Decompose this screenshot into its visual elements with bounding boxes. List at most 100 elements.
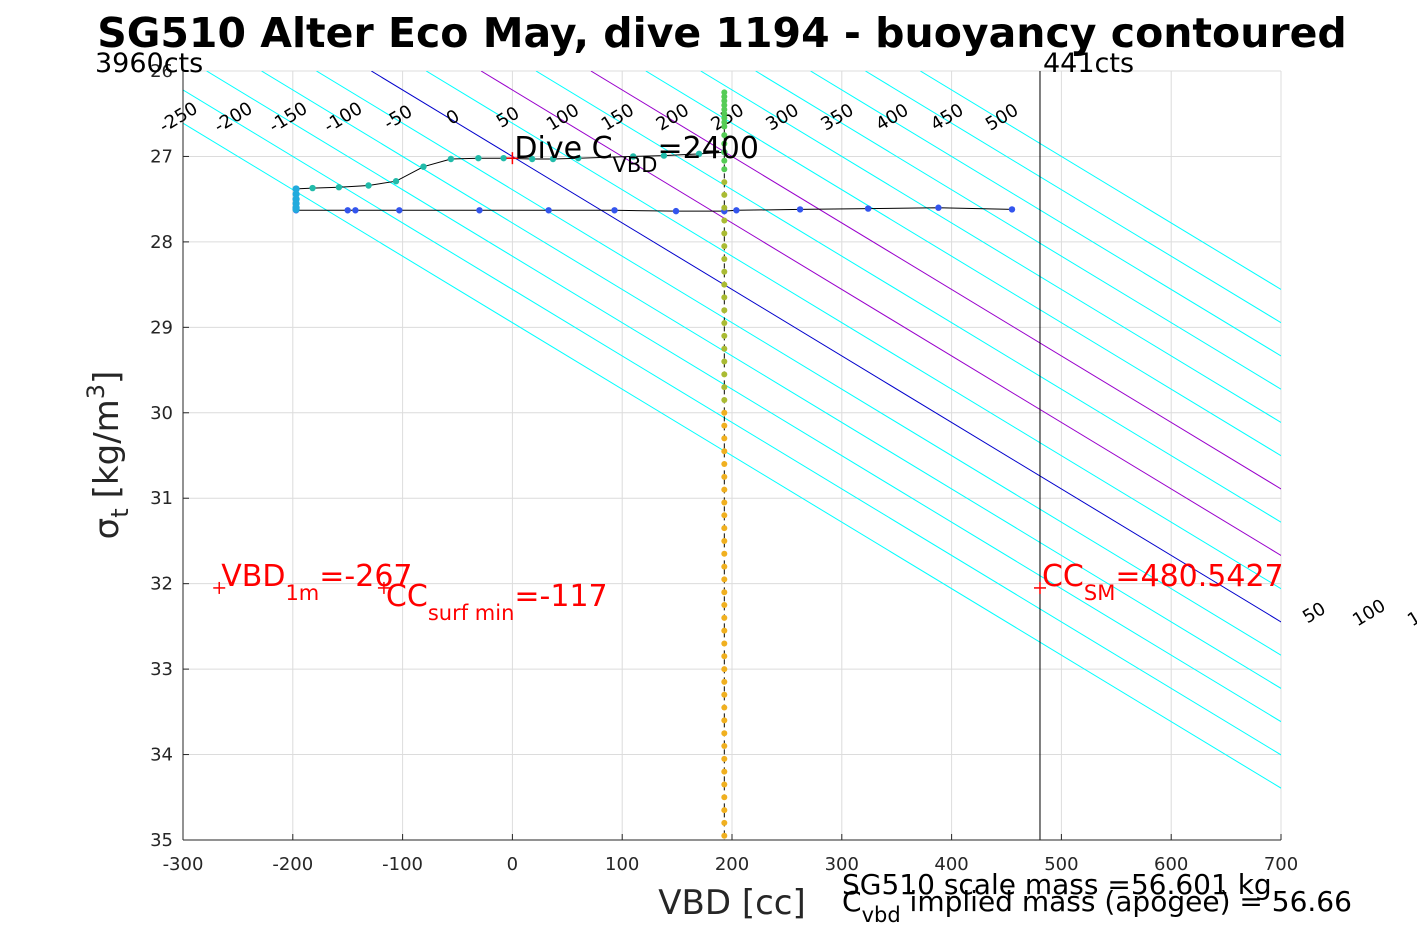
cvbd-point <box>721 97 728 104</box>
y-axis-label-close: ] <box>87 371 127 384</box>
left-limit-label: 3960cts <box>95 48 203 79</box>
cvbd-point <box>721 320 728 327</box>
contour-line <box>645 71 1281 457</box>
cvbd-point <box>721 589 728 596</box>
surface-point <box>292 205 300 214</box>
y-axis-label-units: [kg/m <box>87 399 127 498</box>
cc-sm-label-value: =480.5427 <box>1115 559 1283 594</box>
y-tick-label: 35 <box>150 830 173 851</box>
descent-point <box>796 206 804 213</box>
cvbd-point <box>721 140 728 147</box>
implied-mass-c: C <box>842 885 862 918</box>
cc-sm-label: CCSM=480.5427 <box>1042 559 1284 605</box>
surface-point <box>292 190 300 198</box>
contour-line <box>755 71 1281 390</box>
contour-label-lower: 50 <box>1299 598 1329 628</box>
cc-sm-label-sub: SM <box>1084 581 1115 605</box>
cvbd-point <box>721 743 728 750</box>
descent-point <box>344 207 351 214</box>
dive-cvbd-label-main: Dive C <box>514 131 612 166</box>
ascent-point <box>695 150 703 158</box>
svg-text:σt[kg/m3]: σt [kg/m3] <box>82 371 134 540</box>
y-tick-label: 29 <box>150 317 173 338</box>
cvbd-point <box>721 448 728 455</box>
vbd-1m-label-main: VBD <box>221 559 285 594</box>
cvbd-point <box>721 268 728 275</box>
cvbd-point <box>721 653 728 660</box>
cvbd-point <box>721 819 728 826</box>
cvbd-point <box>721 640 728 647</box>
cvbd-point <box>721 384 728 391</box>
y-axis-label-main: σ <box>87 518 127 540</box>
cvbd-point <box>721 794 728 801</box>
vbd-1m-label: VBD1m=-267 <box>221 559 412 605</box>
dive-cvbd-label-value: =2400 <box>657 131 758 166</box>
x-tick-label: 400 <box>934 854 968 875</box>
x-tick-label: 600 <box>1154 854 1188 875</box>
cvbd-point <box>721 691 728 698</box>
cvbd-point <box>721 602 728 609</box>
contour-line <box>865 71 1281 324</box>
contour-line <box>480 71 1281 556</box>
x-tick-label: 700 <box>1264 854 1298 875</box>
x-tick-label: 200 <box>715 854 749 875</box>
cvbd-point <box>721 230 728 237</box>
contour-line <box>261 71 1281 689</box>
cvbd-point <box>721 243 728 250</box>
cvbd-point <box>721 755 728 762</box>
descent-point <box>545 207 552 214</box>
y-tick-label: 28 <box>150 232 173 253</box>
ascent-point <box>549 155 557 163</box>
dive-curves <box>296 151 1013 212</box>
cvbd-point <box>721 807 728 814</box>
cc-surf-min-label-value: =-117 <box>514 579 607 614</box>
cvbd-point <box>721 191 728 198</box>
ascent-point <box>500 154 507 162</box>
cvbd-point <box>721 93 728 100</box>
cvbd-point <box>721 396 728 403</box>
cvbd-point <box>721 217 728 224</box>
cvbd-point <box>721 358 728 365</box>
cvbd-point <box>721 422 728 429</box>
cvbd-point <box>721 345 728 352</box>
y-axis-label-sub: t <box>106 508 134 517</box>
cvbd-point <box>721 166 728 173</box>
ascent-curve <box>296 151 725 190</box>
ascent-point <box>420 163 427 170</box>
cvbd-point <box>721 781 728 788</box>
contour-line <box>183 122 1281 789</box>
descent-point <box>672 207 680 215</box>
cc-sm-label-main: CC <box>1042 559 1084 594</box>
cvbd-point <box>721 149 728 156</box>
ascent-point <box>528 155 536 163</box>
cvbd-point <box>721 106 728 113</box>
cvbd-point <box>721 157 728 164</box>
x-tick-label: -300 <box>163 854 204 875</box>
cc-surf-min-label-sub: surf min <box>428 601 515 625</box>
y-tick-label: 26 <box>150 61 173 82</box>
descent-point <box>476 207 483 214</box>
cvbd-point <box>721 717 728 724</box>
contour-line <box>700 71 1281 424</box>
ascent-point <box>629 153 637 160</box>
cvbd-point <box>721 89 728 96</box>
cc-surf-min-label: CCsurf min=-117 <box>386 579 608 625</box>
y-tick-label: 33 <box>150 659 173 680</box>
descent-point <box>733 207 740 214</box>
cvbd-point <box>721 204 728 211</box>
x-tick-label: 500 <box>1044 854 1078 875</box>
x-tick-label: 300 <box>825 854 859 875</box>
descent-point <box>352 207 359 214</box>
right-limit-label: 441cts <box>1043 48 1134 79</box>
cvbd-point <box>721 486 728 493</box>
ascent-point <box>575 154 582 162</box>
cvbd-point <box>721 281 728 288</box>
x-tick-label: 0 <box>507 854 518 875</box>
ascent-point <box>475 154 482 162</box>
contour-line <box>425 71 1281 590</box>
contour-line <box>183 89 1281 756</box>
ascent-point <box>365 182 372 189</box>
ascent-point <box>335 184 343 191</box>
